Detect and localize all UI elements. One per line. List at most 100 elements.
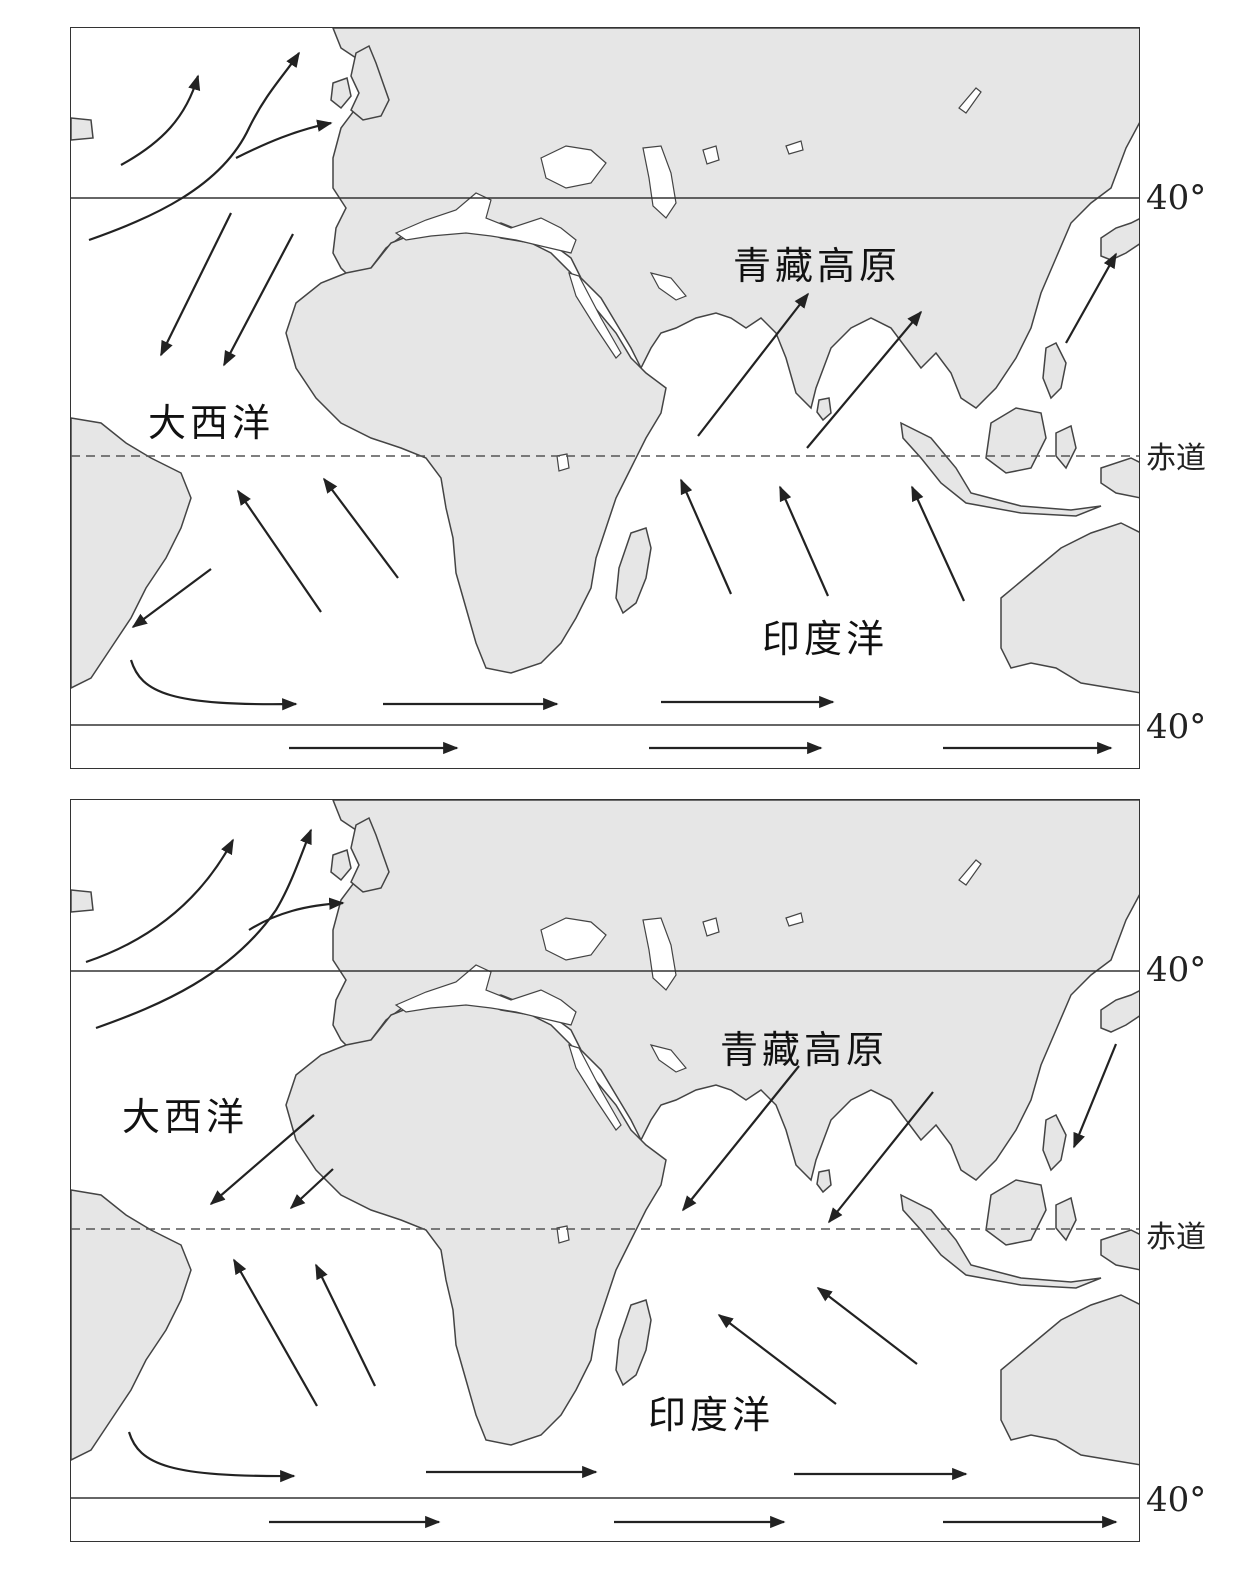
borneo (985, 1179, 1047, 1246)
lat-40s-label-bottom: 40° (1146, 1480, 1207, 1520)
arrow-icon (828, 1091, 934, 1224)
indian-ocean-label-bottom: 印度洋 (648, 1393, 775, 1437)
lat-40n-label-bottom: 40° (1146, 950, 1207, 990)
africa (285, 997, 667, 1446)
mediterranean-sea (394, 192, 577, 254)
ireland (330, 77, 352, 110)
arrow-icon (209, 1114, 315, 1206)
atlantic-label-top: 大西洋 (148, 401, 275, 445)
arrow-icon (778, 485, 830, 597)
black-sea (540, 145, 607, 189)
atlantic-label-bottom: 大西洋 (122, 1095, 249, 1139)
lake-balkhash (785, 140, 804, 155)
arrow-icon (95, 828, 313, 1030)
africa (285, 225, 667, 674)
sulawesi (1055, 424, 1077, 470)
arrow-icon (233, 1258, 318, 1407)
arrow-icon (806, 310, 922, 449)
landmasses (71, 800, 1139, 1466)
south-america (71, 1189, 192, 1461)
arrow-icon (235, 119, 333, 159)
arrow-icon (717, 1314, 837, 1405)
australia (1000, 522, 1139, 694)
arrow-icon (127, 1431, 296, 1483)
small-island-west (71, 117, 94, 141)
caspian-sea (642, 917, 677, 991)
landmasses (71, 28, 1139, 694)
latitude-lines (71, 970, 1139, 1499)
black-sea (540, 917, 607, 961)
japan (1100, 990, 1139, 1033)
inland-waters (394, 859, 982, 1244)
ireland (330, 849, 352, 882)
equator-label-bottom: 赤道 (1146, 1220, 1206, 1255)
red-sea (568, 1044, 622, 1131)
sri-lanka (816, 1169, 832, 1194)
lat-40n-label-top: 40° (1146, 178, 1207, 218)
caspian-sea (642, 145, 677, 219)
arrow-icon (129, 659, 298, 711)
aral-sea (702, 145, 720, 165)
map-canvas-top (71, 28, 1139, 755)
arrow-icon (816, 1287, 918, 1365)
sumatra-java (900, 421, 1102, 517)
equator-label-top: 赤道 (1146, 441, 1206, 476)
new-guinea (1100, 457, 1139, 499)
arrow-icon (248, 897, 345, 931)
lake-victoria (556, 453, 570, 472)
arrow-icon (160, 212, 232, 357)
new-guinea (1100, 1229, 1139, 1271)
madagascar (615, 1299, 652, 1387)
mediterranean-sea (394, 964, 577, 1026)
borneo (985, 407, 1047, 474)
arrow-icon (910, 485, 966, 602)
lake-baikal (958, 859, 982, 886)
arrow-icon (697, 292, 809, 437)
wind-arrows-bottom (85, 828, 1118, 1529)
arrow-icon (131, 568, 212, 628)
latitude-lines (71, 197, 1139, 726)
eurasia-africa-north (332, 800, 1139, 1182)
philippines (1042, 341, 1067, 400)
lake-victoria (556, 1225, 570, 1244)
plateau-label-bottom: 青藏高原 (720, 1028, 889, 1072)
aral-sea (702, 917, 720, 937)
sri-lanka (816, 397, 832, 422)
map-panel-bottom (70, 799, 1140, 1542)
map-panel-top (70, 27, 1140, 769)
sulawesi (1055, 1196, 1077, 1242)
sumatra-java (900, 1193, 1102, 1289)
philippines (1042, 1113, 1067, 1172)
arrow-icon (1065, 252, 1117, 344)
persian-gulf (649, 1044, 687, 1073)
small-island-west (71, 889, 94, 913)
lat-40s-label-top: 40° (1146, 707, 1207, 747)
indian-ocean-label-top: 印度洋 (762, 617, 889, 661)
persian-gulf (649, 272, 687, 301)
arrow-icon (682, 1065, 800, 1212)
arrow-icon (323, 477, 399, 579)
red-sea (568, 272, 622, 359)
south-america (71, 417, 192, 689)
lake-baikal (958, 87, 982, 114)
great-britain (350, 44, 390, 121)
madagascar (615, 527, 652, 615)
plateau-label-top: 青藏高原 (733, 244, 902, 288)
great-britain (350, 816, 390, 893)
arrow-icon (289, 1168, 334, 1210)
arrow-icon (223, 233, 294, 367)
arrow-icon (315, 1263, 376, 1387)
arrow-icon (120, 74, 201, 166)
wind-arrows-top (88, 51, 1117, 755)
lake-balkhash (785, 912, 804, 927)
arrow-icon (679, 478, 733, 595)
arrow-icon (1072, 1043, 1118, 1149)
arrow-icon (237, 489, 322, 613)
australia (1000, 1294, 1139, 1466)
arrow-icon (85, 838, 234, 964)
inland-waters (394, 87, 982, 472)
arrow-icon (88, 51, 300, 242)
japan (1100, 218, 1139, 261)
map-canvas-bottom (71, 800, 1139, 1529)
eurasia-africa-north (332, 28, 1139, 410)
